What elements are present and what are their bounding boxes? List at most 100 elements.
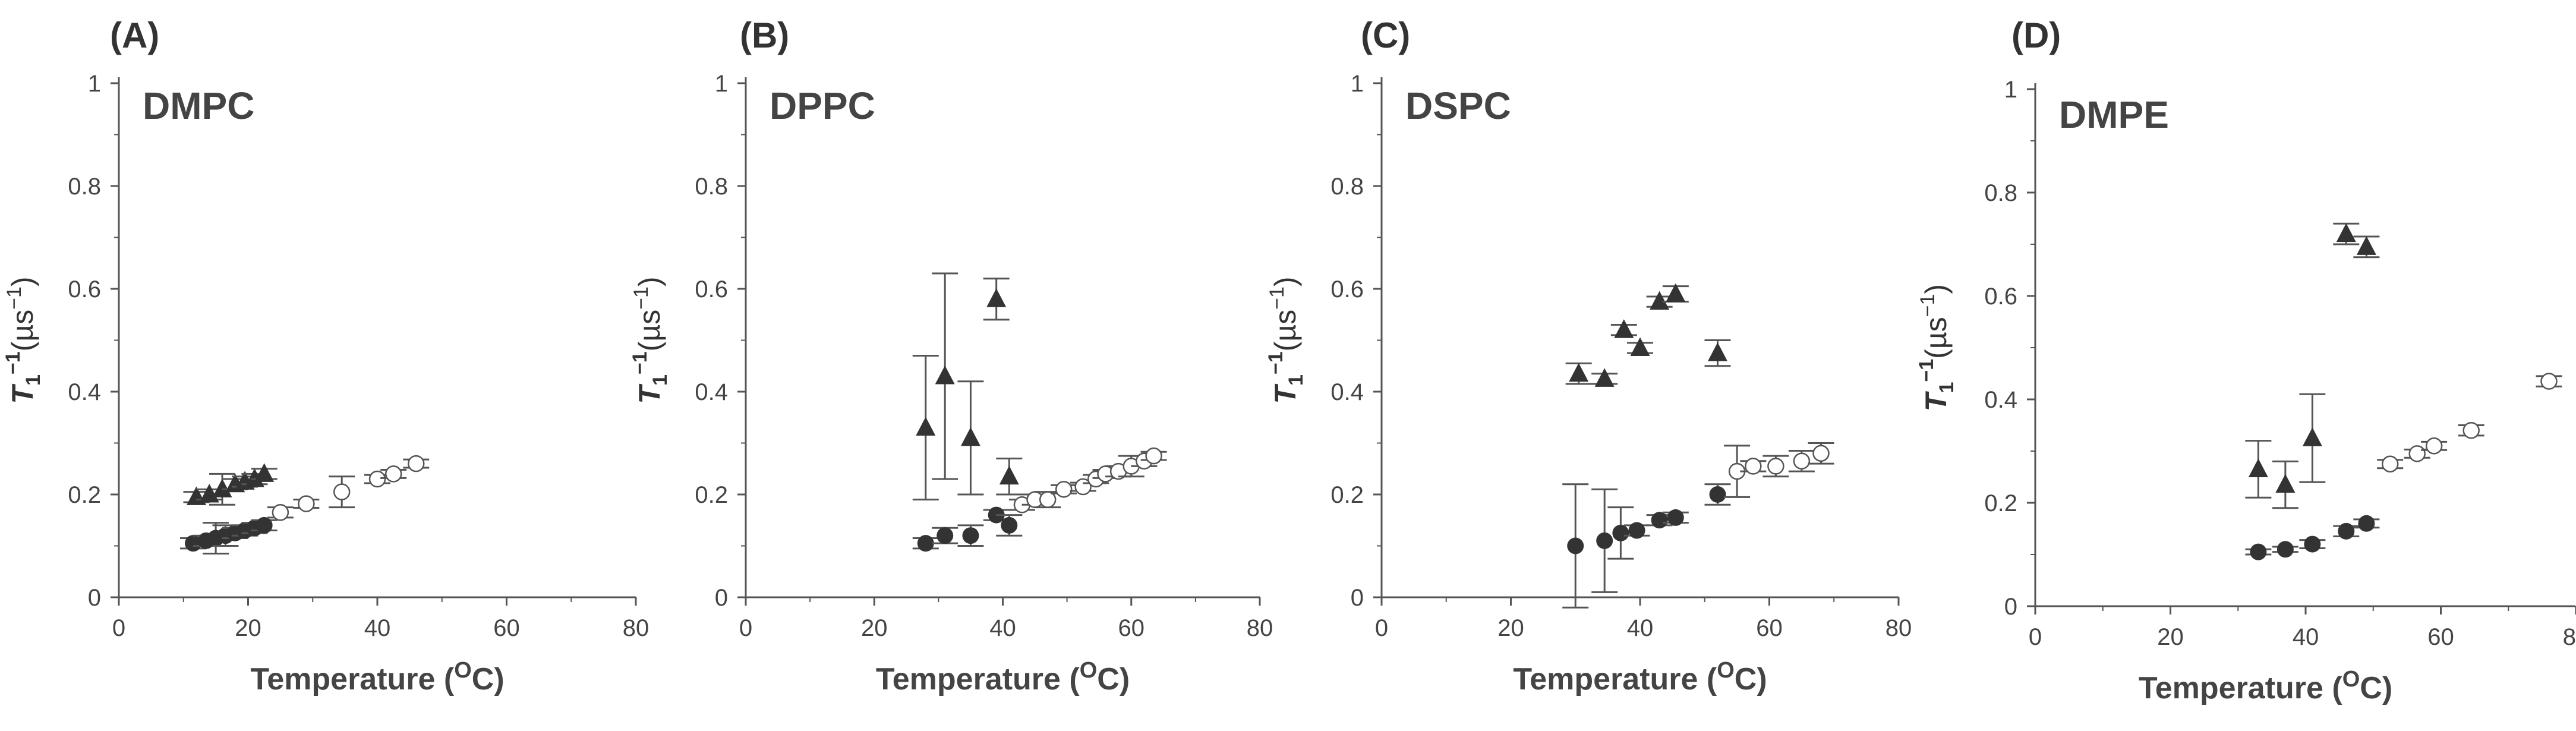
data-point-open-circle xyxy=(298,495,315,512)
y-tick-label: 0 xyxy=(88,585,101,611)
x-tick-label: 20 xyxy=(1497,615,1524,641)
data-point-open-circle xyxy=(1145,447,1162,465)
data-point-triangle xyxy=(1569,363,1589,382)
data-point-open-circle xyxy=(2381,455,2399,472)
y-tick-label: 0.4 xyxy=(695,379,728,405)
panel-b: (B) DPPC 0 0.2 0.4 0.6 0.8 1 0 20 40 60 80 Temperatur… xyxy=(629,15,1273,697)
data-point-triangle xyxy=(2248,458,2268,477)
series-filled-circle xyxy=(912,506,1023,552)
data-point-open-circle xyxy=(408,455,425,472)
x-tick-label: 40 xyxy=(989,615,1016,641)
data-point-open-circle xyxy=(1039,491,1057,508)
data-point-triangle xyxy=(1594,368,1615,387)
x-axis-label: Temperature (OC) xyxy=(1513,658,1767,697)
data-point-triangle xyxy=(986,288,1007,307)
data-point-triangle xyxy=(960,427,980,446)
y-tick-label: 0.2 xyxy=(1330,482,1364,508)
data-point-triangle xyxy=(1650,291,1670,310)
data-point-filled-circle xyxy=(2358,515,2375,532)
y-tick-label: 0.2 xyxy=(68,482,101,508)
data-point-filled-circle xyxy=(1667,509,1684,526)
series-triangle xyxy=(1565,283,1731,387)
x-tick-label: 0 xyxy=(112,615,125,641)
data-point-filled-circle xyxy=(962,527,979,544)
data-point-open-circle xyxy=(384,465,402,483)
data-point-filled-circle xyxy=(1001,516,1018,534)
data-point-triangle xyxy=(1614,319,1634,338)
y-tick-label: 1 xyxy=(88,71,101,97)
y-tick-label: 0.8 xyxy=(68,174,101,200)
x-tick-label: 80 xyxy=(1886,615,1912,641)
x-tick-label: 60 xyxy=(493,615,520,641)
x-tick-label: 0 xyxy=(2029,624,2042,650)
x-axis-label: Temperature (OC) xyxy=(2139,667,2392,705)
panel-c: (C) DSPC 0 0.2 0.4 0.6 0.8 1 0 20 40 60 80 Temperatur… xyxy=(1265,15,1912,697)
data-point-open-circle xyxy=(333,483,351,500)
data-point-open-circle xyxy=(1812,445,1830,462)
data-point-triangle xyxy=(1708,342,1727,361)
x-tick-label: 40 xyxy=(1627,615,1654,641)
data-point-filled-circle xyxy=(2304,535,2321,553)
x-axis-label: Temperature (OC) xyxy=(250,658,504,697)
data-point-triangle xyxy=(1630,337,1650,356)
series-filled-circle xyxy=(180,516,278,554)
y-axis-label: T1−1(µs−1) xyxy=(629,276,671,404)
data-point-triangle xyxy=(935,366,955,385)
panel-label: (D) xyxy=(2011,15,2061,55)
data-point-triangle xyxy=(2336,223,2356,242)
x-tick-label: 20 xyxy=(2157,624,2184,650)
data-point-triangle xyxy=(916,417,936,436)
x-tick-label: 80 xyxy=(1247,615,1273,641)
x-tick-label: 80 xyxy=(2563,624,2576,650)
panel-d: (D) DMPE 0 0.2 0.4 0.6 0.8 1 0 20 40 60 80 Temperatur… xyxy=(1915,15,2576,705)
y-axis-label: T1−1(µs−1) xyxy=(1265,276,1307,404)
y-tick-label: 0 xyxy=(1351,585,1364,611)
series-open-circle xyxy=(1008,447,1167,513)
y-tick-label: 0.2 xyxy=(695,482,728,508)
x-tick-label: 80 xyxy=(623,615,649,641)
y-tick-label: 1 xyxy=(1351,71,1364,97)
y-tick-label: 0.2 xyxy=(1984,490,2017,516)
data-point-triangle xyxy=(1666,283,1686,303)
series-open-circle xyxy=(267,455,430,521)
y-tick-label: 0 xyxy=(2004,594,2017,620)
y-tick-label: 0.4 xyxy=(68,379,101,405)
data-point-open-circle xyxy=(272,504,289,521)
x-tick-label: 60 xyxy=(1756,615,1783,641)
panel-label: (C) xyxy=(1361,15,1410,55)
data-point-triangle xyxy=(254,463,275,482)
data-point-filled-circle xyxy=(1567,537,1584,554)
data-point-open-circle xyxy=(2408,445,2426,462)
y-tick-label: 0.6 xyxy=(68,276,101,303)
data-point-triangle xyxy=(999,465,1019,485)
y-tick-label: 1 xyxy=(2004,77,2017,103)
series-triangle xyxy=(2245,222,2380,509)
y-tick-label: 0.8 xyxy=(1984,180,2017,206)
series-triangle xyxy=(183,463,278,506)
data-point-filled-circle xyxy=(1709,486,1726,503)
y-tick-label: 0.8 xyxy=(695,174,728,200)
data-point-open-circle xyxy=(1745,458,1762,475)
y-tick-label: 0.8 xyxy=(1330,174,1364,200)
data-point-filled-circle xyxy=(256,516,273,534)
data-point-filled-circle xyxy=(1651,512,1668,529)
panel-title: DMPE xyxy=(2059,93,2169,136)
y-tick-label: 1 xyxy=(715,71,728,97)
y-tick-label: 0.6 xyxy=(1984,283,2017,310)
data-point-open-circle xyxy=(1793,452,1811,470)
data-point-filled-circle xyxy=(937,527,954,544)
x-tick-label: 60 xyxy=(1118,615,1145,641)
panel-a: (A) DMPC 0 0.2 0.4 0.6 0.8 1 0 20 40 60 80 Temperatur… xyxy=(2,15,649,697)
data-point-open-circle xyxy=(2425,437,2443,455)
data-point-filled-circle xyxy=(1612,524,1629,541)
data-point-filled-circle xyxy=(1596,532,1613,549)
y-tick-label: 0.6 xyxy=(695,276,728,303)
data-point-filled-circle xyxy=(2250,543,2267,560)
y-tick-label: 0 xyxy=(715,585,728,611)
x-tick-label: 20 xyxy=(861,615,888,641)
data-point-triangle xyxy=(199,484,219,503)
x-tick-label: 40 xyxy=(364,615,391,641)
x-axis-label: Temperature (OC) xyxy=(876,658,1130,697)
data-point-triangle xyxy=(212,478,232,497)
